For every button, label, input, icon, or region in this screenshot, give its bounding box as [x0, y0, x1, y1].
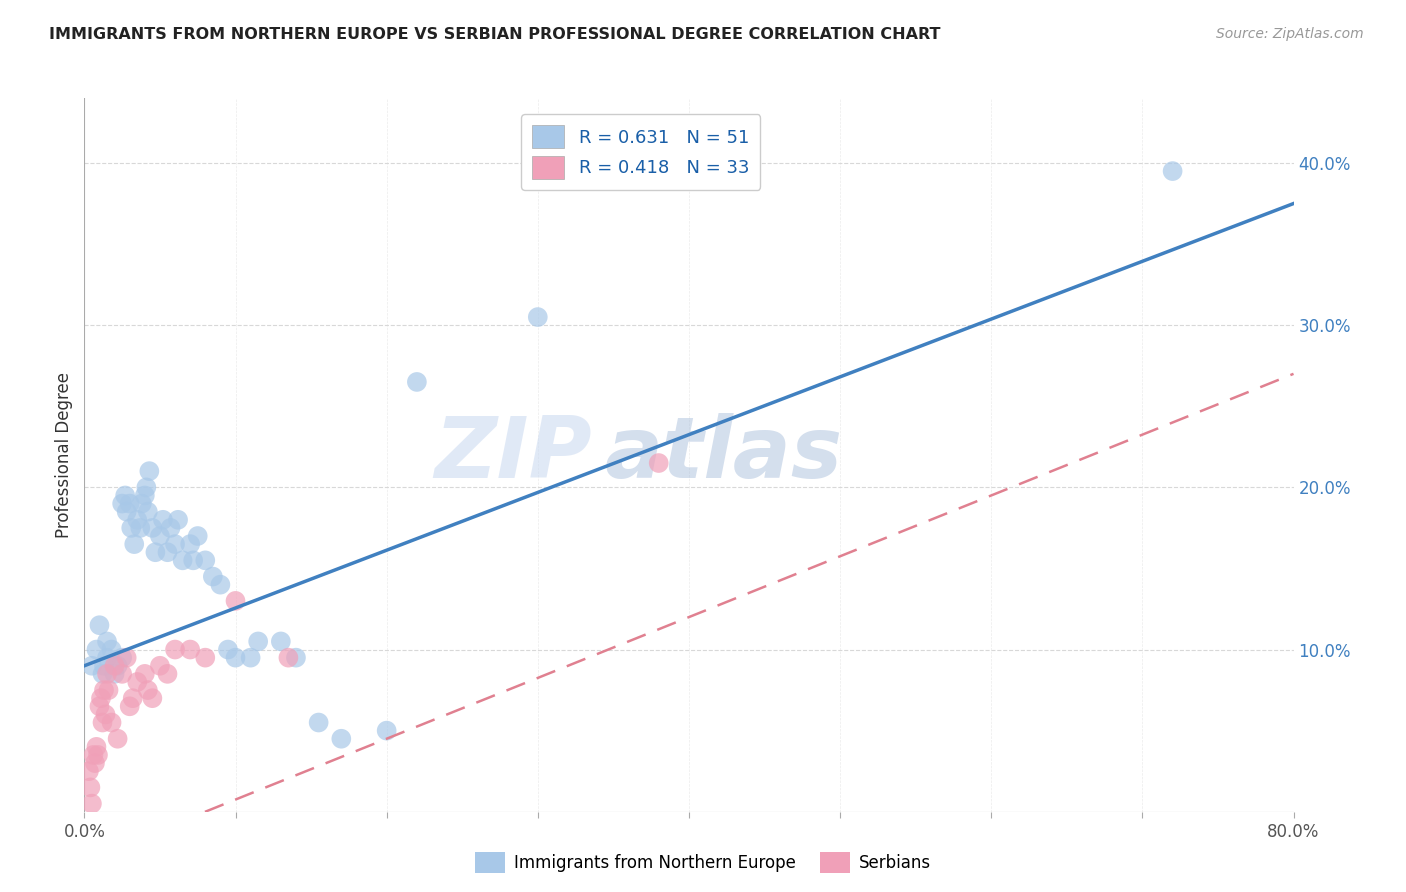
Point: [648, 456, 671, 470]
Point: [94, 707, 117, 722]
Point: [104, 666, 127, 681]
Point: [225, 650, 247, 665]
Point: [80, 797, 103, 811]
Point: [82, 747, 104, 762]
Point: [100, 642, 122, 657]
Text: atlas: atlas: [605, 413, 842, 497]
Legend: R = 0.631   N = 51, R = 0.418   N = 33: R = 0.631 N = 51, R = 0.418 N = 33: [522, 114, 761, 190]
Point: [77, 764, 100, 779]
Point: [93, 683, 115, 698]
Point: [96, 634, 118, 648]
Point: [80, 658, 103, 673]
Point: [156, 545, 179, 559]
Point: [107, 731, 129, 746]
Point: [194, 553, 217, 567]
Point: [239, 650, 262, 665]
Point: [201, 569, 224, 583]
Point: [127, 513, 149, 527]
Point: [149, 658, 172, 673]
Point: [179, 537, 201, 551]
Point: [86, 739, 108, 754]
Point: [225, 594, 247, 608]
Point: [145, 545, 167, 559]
Point: [406, 375, 429, 389]
Point: [149, 529, 172, 543]
Point: [115, 650, 138, 665]
Point: [91, 715, 114, 730]
Point: [107, 658, 129, 673]
Point: [209, 577, 232, 591]
Point: [129, 521, 152, 535]
Point: [134, 666, 156, 681]
Point: [89, 699, 111, 714]
Y-axis label: Professional Degree: Professional Degree: [55, 372, 73, 538]
Point: [111, 497, 134, 511]
Point: [120, 521, 142, 535]
Point: [131, 497, 153, 511]
Point: [127, 675, 149, 690]
Point: [285, 650, 308, 665]
Point: [84, 756, 107, 770]
Point: [111, 666, 134, 681]
Point: [87, 747, 110, 762]
Legend: Immigrants from Northern Europe, Serbians: Immigrants from Northern Europe, Serbian…: [468, 846, 938, 880]
Point: [104, 658, 127, 673]
Point: [217, 642, 239, 657]
Point: [1161, 164, 1184, 178]
Point: [115, 505, 138, 519]
Point: [165, 642, 187, 657]
Point: [247, 634, 270, 648]
Point: [136, 505, 159, 519]
Point: [277, 650, 299, 665]
Point: [136, 683, 159, 698]
Point: [122, 537, 145, 551]
Point: [194, 650, 217, 665]
Point: [156, 666, 179, 681]
Point: [141, 691, 163, 706]
Point: [93, 658, 115, 673]
Point: [97, 683, 120, 698]
Point: [141, 521, 163, 535]
Point: [114, 488, 136, 502]
Point: [86, 642, 108, 657]
Point: [121, 691, 143, 706]
Point: [91, 666, 114, 681]
Point: [187, 529, 209, 543]
Point: [135, 480, 157, 494]
Text: ZIP: ZIP: [434, 413, 592, 497]
Point: [308, 715, 330, 730]
Point: [165, 537, 187, 551]
Point: [375, 723, 398, 738]
Point: [527, 310, 550, 324]
Point: [96, 650, 118, 665]
Point: [138, 464, 160, 478]
Point: [330, 731, 353, 746]
Point: [181, 553, 204, 567]
Point: [79, 780, 101, 795]
Point: [172, 553, 194, 567]
Point: [152, 513, 174, 527]
Point: [159, 521, 181, 535]
Point: [167, 513, 190, 527]
Text: Source: ZipAtlas.com: Source: ZipAtlas.com: [1216, 27, 1364, 41]
Point: [96, 666, 118, 681]
Point: [90, 691, 112, 706]
Point: [134, 488, 156, 502]
Point: [111, 650, 134, 665]
Point: [100, 715, 122, 730]
Text: IMMIGRANTS FROM NORTHERN EUROPE VS SERBIAN PROFESSIONAL DEGREE CORRELATION CHART: IMMIGRANTS FROM NORTHERN EUROPE VS SERBI…: [49, 27, 941, 42]
Point: [179, 642, 201, 657]
Point: [118, 699, 141, 714]
Point: [118, 497, 141, 511]
Point: [89, 618, 111, 632]
Point: [270, 634, 292, 648]
